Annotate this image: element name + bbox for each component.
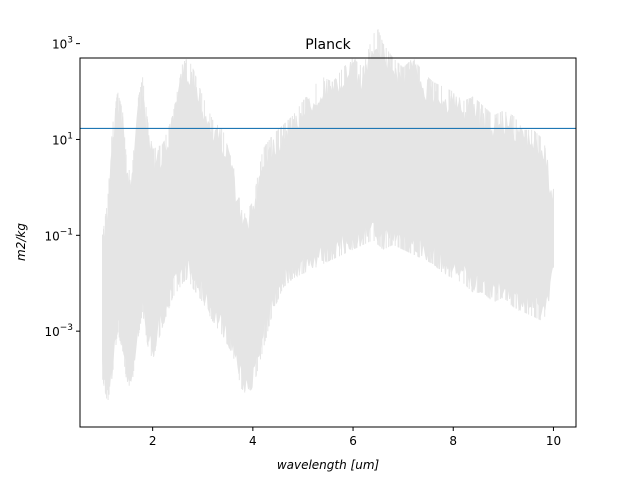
y-axis-title: m2/kg	[14, 223, 28, 261]
x-tick-label: 6	[349, 434, 357, 448]
y-tick-label: 103	[52, 36, 73, 52]
y-tick-label: 10−3	[44, 323, 73, 339]
x-tick-label: 10	[546, 434, 561, 448]
x-tick-label: 2	[149, 434, 157, 448]
plot-frame	[79, 57, 577, 428]
x-tick-label: 4	[249, 434, 257, 448]
y-axis: 10−3 10−1 101 103	[44, 36, 80, 339]
x-axis-title: wavelength [um]	[277, 458, 380, 472]
chart-title: Planck	[305, 37, 351, 53]
x-axis: 2 4 6 8 10	[149, 427, 561, 448]
x-tick-label: 8	[449, 434, 457, 448]
y-tick-label: 101	[52, 131, 73, 147]
y-tick-label: 10−1	[44, 227, 73, 243]
plot-area	[80, 29, 576, 400]
